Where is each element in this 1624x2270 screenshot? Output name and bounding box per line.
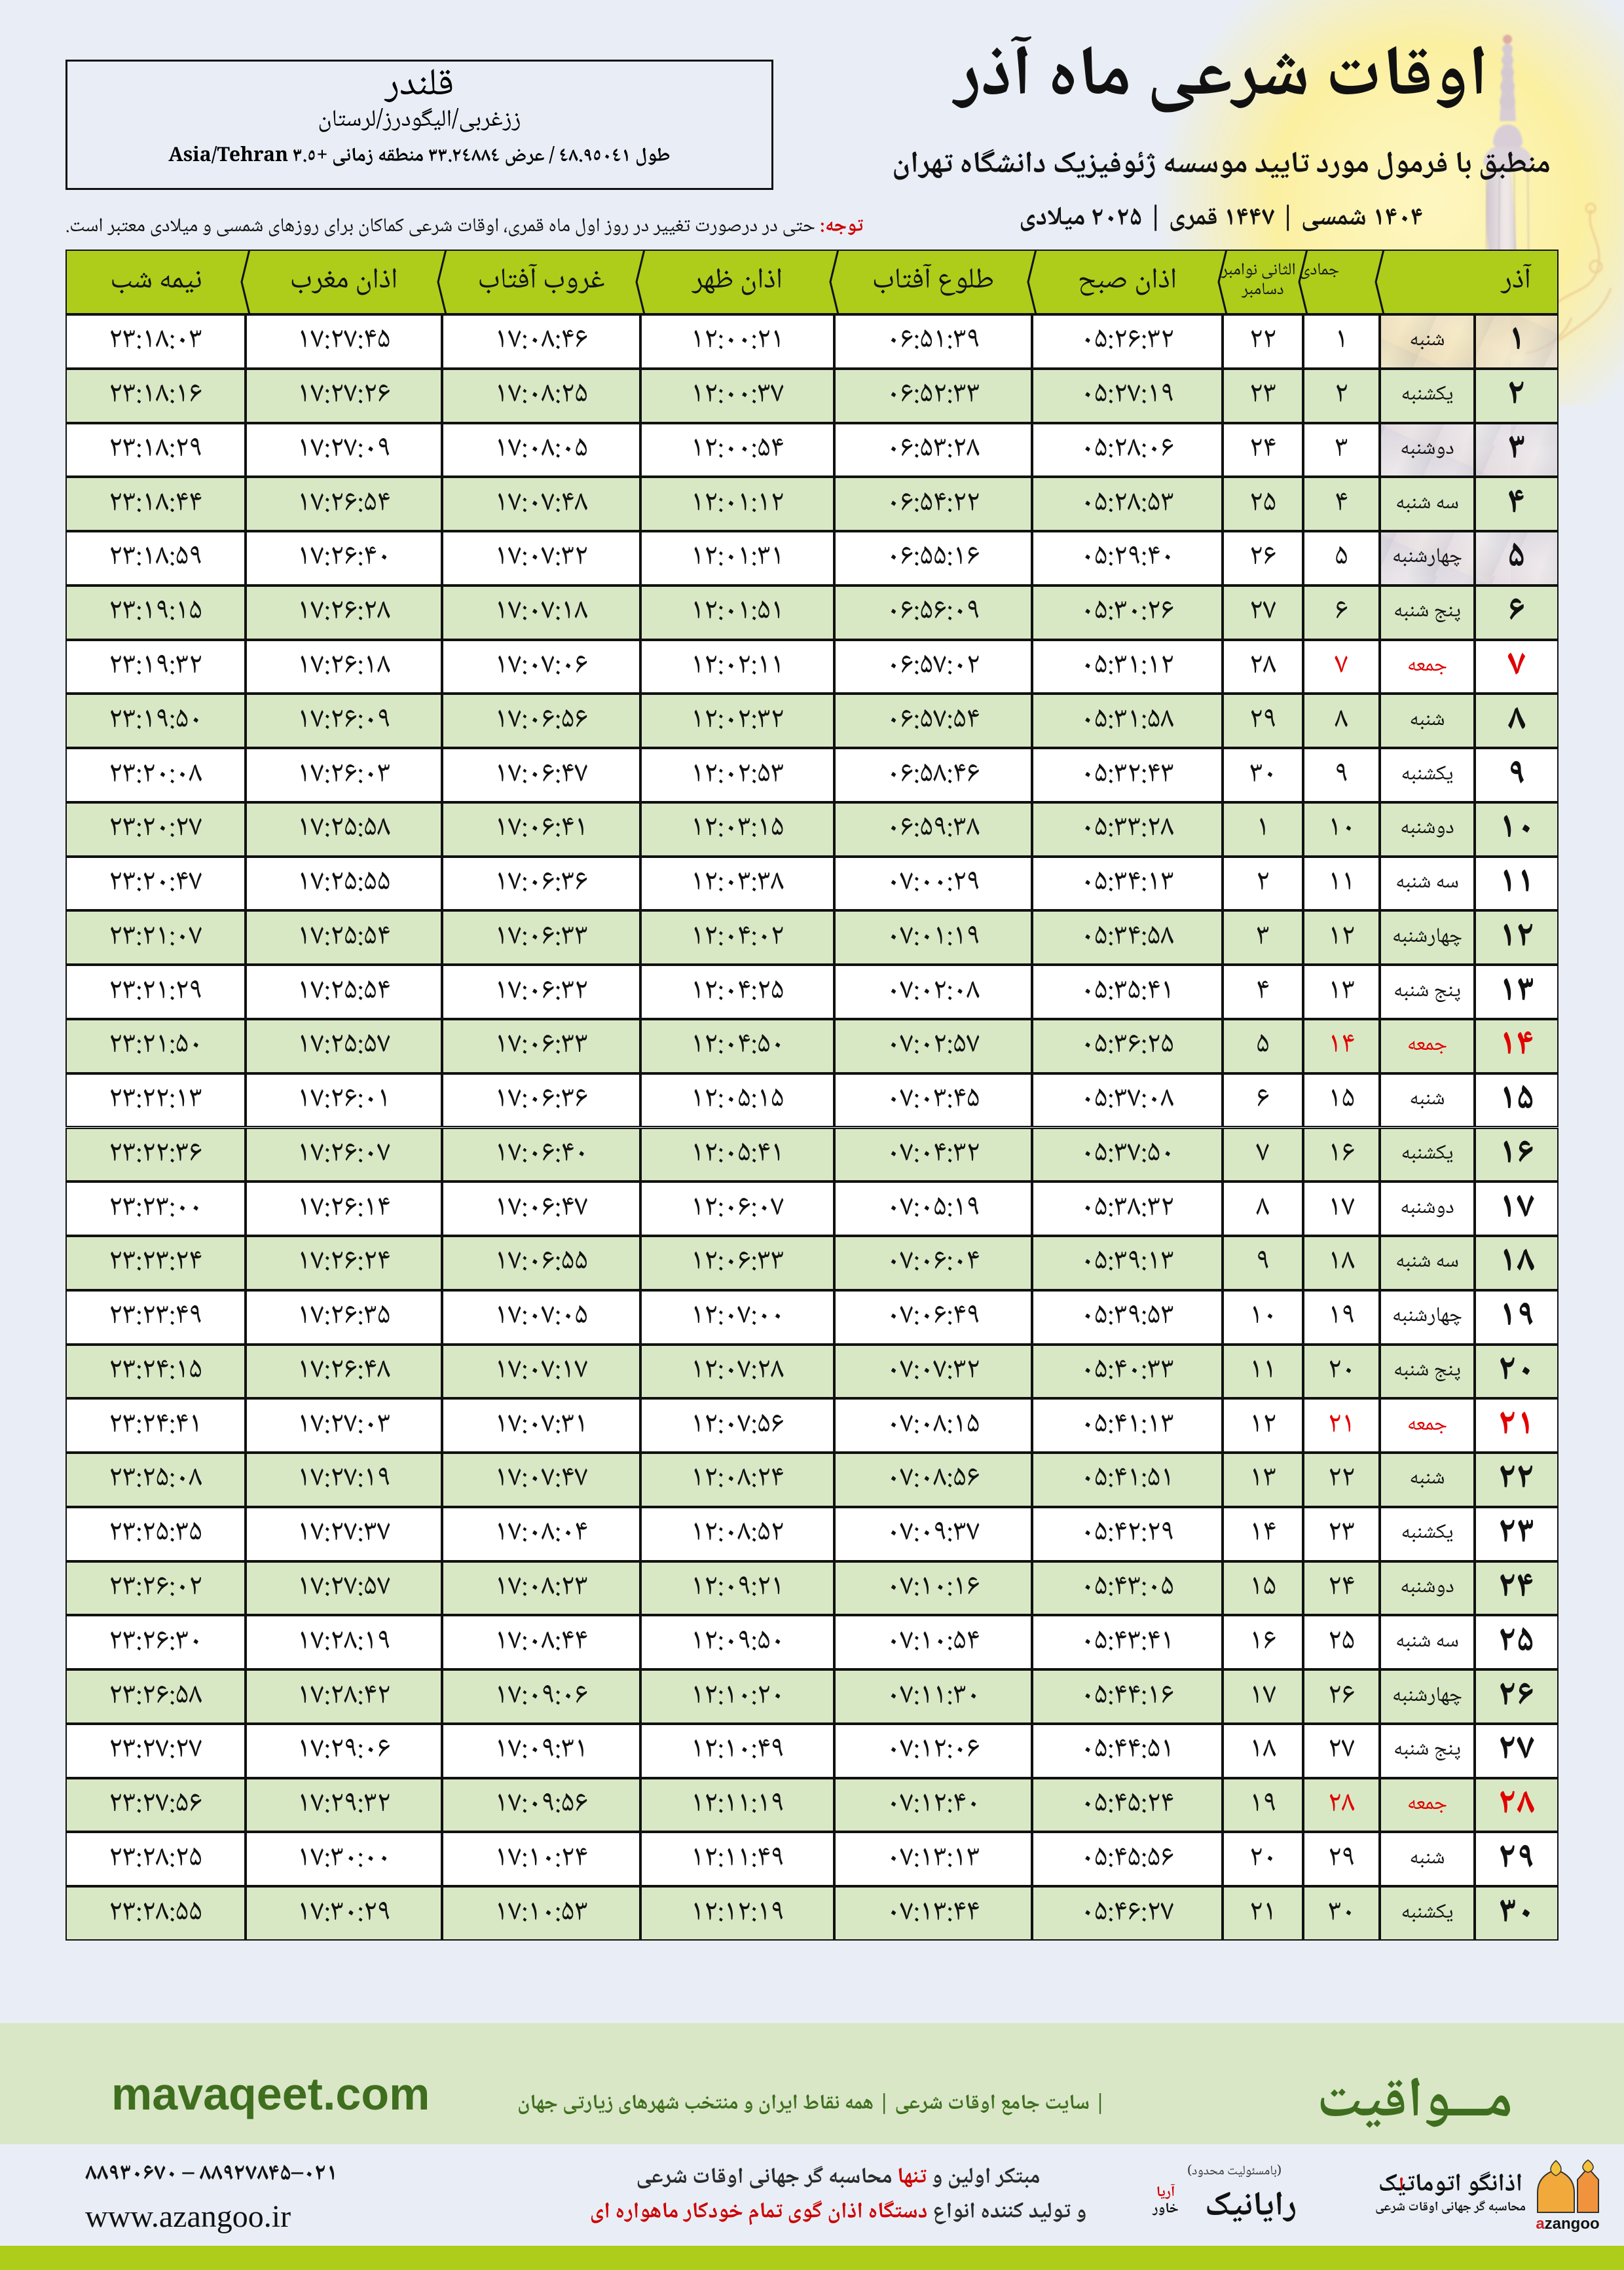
svg-text:محاسبه گر جهانی اوقات شرعی: محاسبه گر جهانی اوقات شرعی xyxy=(1375,2197,1526,2219)
svg-text:azangoo: azangoo xyxy=(1536,2215,1599,2233)
svg-text:رایانیک: رایانیک xyxy=(1205,2178,1297,2237)
svg-text:خاور: خاور xyxy=(1152,2197,1179,2222)
